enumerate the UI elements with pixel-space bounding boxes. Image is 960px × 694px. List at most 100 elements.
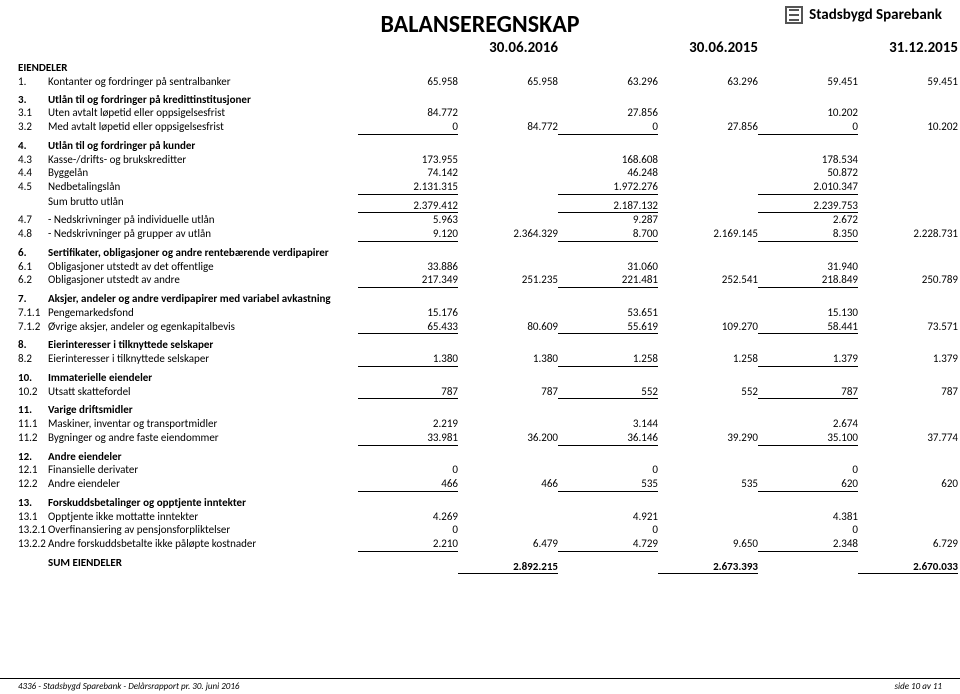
value-cell: 1.972.276 [558,180,658,195]
value-cell: 1.379 [858,352,958,366]
value-cell: 59.451 [758,75,858,89]
table-row: 11.2Bygninger og andre faste eiendommer3… [18,431,942,446]
table-row: 11.Varige driftsmidler [18,403,942,417]
value-cell: 2.219 [358,417,458,431]
value-cell: 15.130 [758,306,858,320]
table-row: 1.Kontanter og fordringer på sentralbank… [18,75,942,89]
value-cell: 2.674 [758,417,858,431]
value-cell: 74.142 [358,166,458,180]
value-cell: 6.479 [458,537,558,551]
date-1: 30.06.2016 [358,39,558,57]
value-cell: 35.100 [758,431,858,446]
value-cell: 8.350 [758,227,858,242]
value-cell: 9.650 [658,537,758,551]
brand-logo: Stadsbygd Sparebank [785,6,942,24]
value-cell: 178.534 [758,153,858,167]
value-cell: 1.258 [658,352,758,366]
value-cell: 31.060 [558,260,658,274]
value-cell: 217.349 [358,273,458,288]
value-cell: 0 [758,523,858,537]
table-row: 3.1Uten avtalt løpetid eller oppsigelses… [18,106,942,120]
value-cell: 466 [358,477,458,492]
value-cell: 0 [558,120,658,135]
value-cell: 27.856 [558,106,658,120]
date-2: 30.06.2015 [558,39,758,57]
value-cell: 55.619 [558,320,658,335]
value-cell: 2.239.753 [758,199,858,214]
value-cell: 1.380 [458,352,558,366]
value-cell: 15.176 [358,306,458,320]
value-cell: 109.270 [658,320,758,334]
value-cell: 6.729 [858,537,958,551]
value-cell: 50.872 [758,166,858,180]
value-cell: 84.772 [358,106,458,120]
value-cell: 0 [358,523,458,537]
table-row: 11.1Maskiner, inventar og transportmidle… [18,417,942,431]
table-row: 4.4Byggelån74.14246.24850.872 [18,166,942,180]
value-cell: 2.379.412 [358,199,458,214]
value-cell: 2.364.329 [458,227,558,241]
value-cell: 168.608 [558,153,658,167]
value-cell: 252.541 [658,273,758,287]
value-cell: 0 [558,523,658,537]
value-cell: 4.269 [358,510,458,524]
value-cell: 53.651 [558,306,658,320]
value-cell: 0 [358,120,458,135]
value-cell: 63.296 [558,75,658,89]
table-row: 12.1Finansielle derivater000 [18,463,942,477]
value-cell: 4.381 [758,510,858,524]
value-cell: 58.441 [758,320,858,335]
value-cell: 9.287 [558,213,658,227]
value-cell: 65.958 [458,75,558,89]
value-cell: 2.670.033 [858,560,958,575]
page-footer: 4336 - Stadsbygd Sparebank - Delårsrappo… [0,678,960,692]
table-row: 4.8- Nedskrivninger på grupper av utlån9… [18,227,942,242]
value-cell: 4.921 [558,510,658,524]
table-row: 4.Utlån til og fordringer på kunder [18,139,942,153]
value-cell: 0 [758,463,858,477]
table-row: 13.2.1Overfinansiering av pensjonsforpli… [18,523,942,537]
table-row: 8.2Eierinteresser i tilknyttede selskape… [18,352,942,367]
value-cell: 1.380 [358,352,458,367]
value-cell: 251.235 [458,273,558,287]
value-cell: 36.146 [558,431,658,446]
value-cell: 173.955 [358,153,458,167]
value-cell: 2.892.215 [458,560,558,575]
table-row: 4.7- Nedskrivninger på individuelle utlå… [18,213,942,227]
table-row: 6.1Obligasjoner utstedt av det offentlig… [18,260,942,274]
value-cell: 73.571 [858,320,958,334]
table-row: 12.Andre eiendeler [18,450,942,464]
value-cell: 620 [858,477,958,491]
value-cell: 2.010.347 [758,180,858,195]
table-row: 3.Utlån til og fordringer på kredittinst… [18,93,942,107]
value-cell: 4.729 [558,537,658,552]
value-cell: 0 [758,120,858,135]
value-cell: 2.210 [358,537,458,552]
table-row: 13.Forskuddsbetalinger og opptjente innt… [18,496,942,510]
value-cell: 2.228.731 [858,227,958,241]
value-cell: 3.144 [558,417,658,431]
table-row: 10.Immaterielle eiendeler [18,371,942,385]
value-cell: 0 [358,463,458,477]
table-row: 4.3Kasse-/drifts- og brukskreditter173.9… [18,153,942,167]
value-cell: 65.433 [358,320,458,335]
value-cell: 84.772 [458,120,558,134]
table-row: 13.2.2Andre forskuddsbetalte ikke påløpt… [18,537,942,552]
value-cell: 0 [558,463,658,477]
value-cell: 2.348 [758,537,858,552]
value-cell: 552 [658,385,758,399]
value-cell: 33.886 [358,260,458,274]
date-3: 31.12.2015 [758,39,958,57]
table-row: 12.2Andre eiendeler466466535535620620 [18,477,942,492]
value-cell: 65.958 [358,75,458,89]
value-cell: 9.120 [358,227,458,242]
value-cell: 620 [758,477,858,492]
value-cell: 80.609 [458,320,558,334]
value-cell: 33.981 [358,431,458,446]
footer-left: 4336 - Stadsbygd Sparebank - Delårsrappo… [18,681,240,692]
value-cell: 535 [558,477,658,492]
table-row: 6.Sertifikater, obligasjoner og andre re… [18,246,942,260]
balance-table: EIENDELER1.Kontanter og fordringer på se… [18,61,942,574]
table-row: 4.5Nedbetalingslån2.131.3151.972.2762.01… [18,180,942,195]
table-row: 8.Eierinteresser i tilknyttede selskaper [18,338,942,352]
